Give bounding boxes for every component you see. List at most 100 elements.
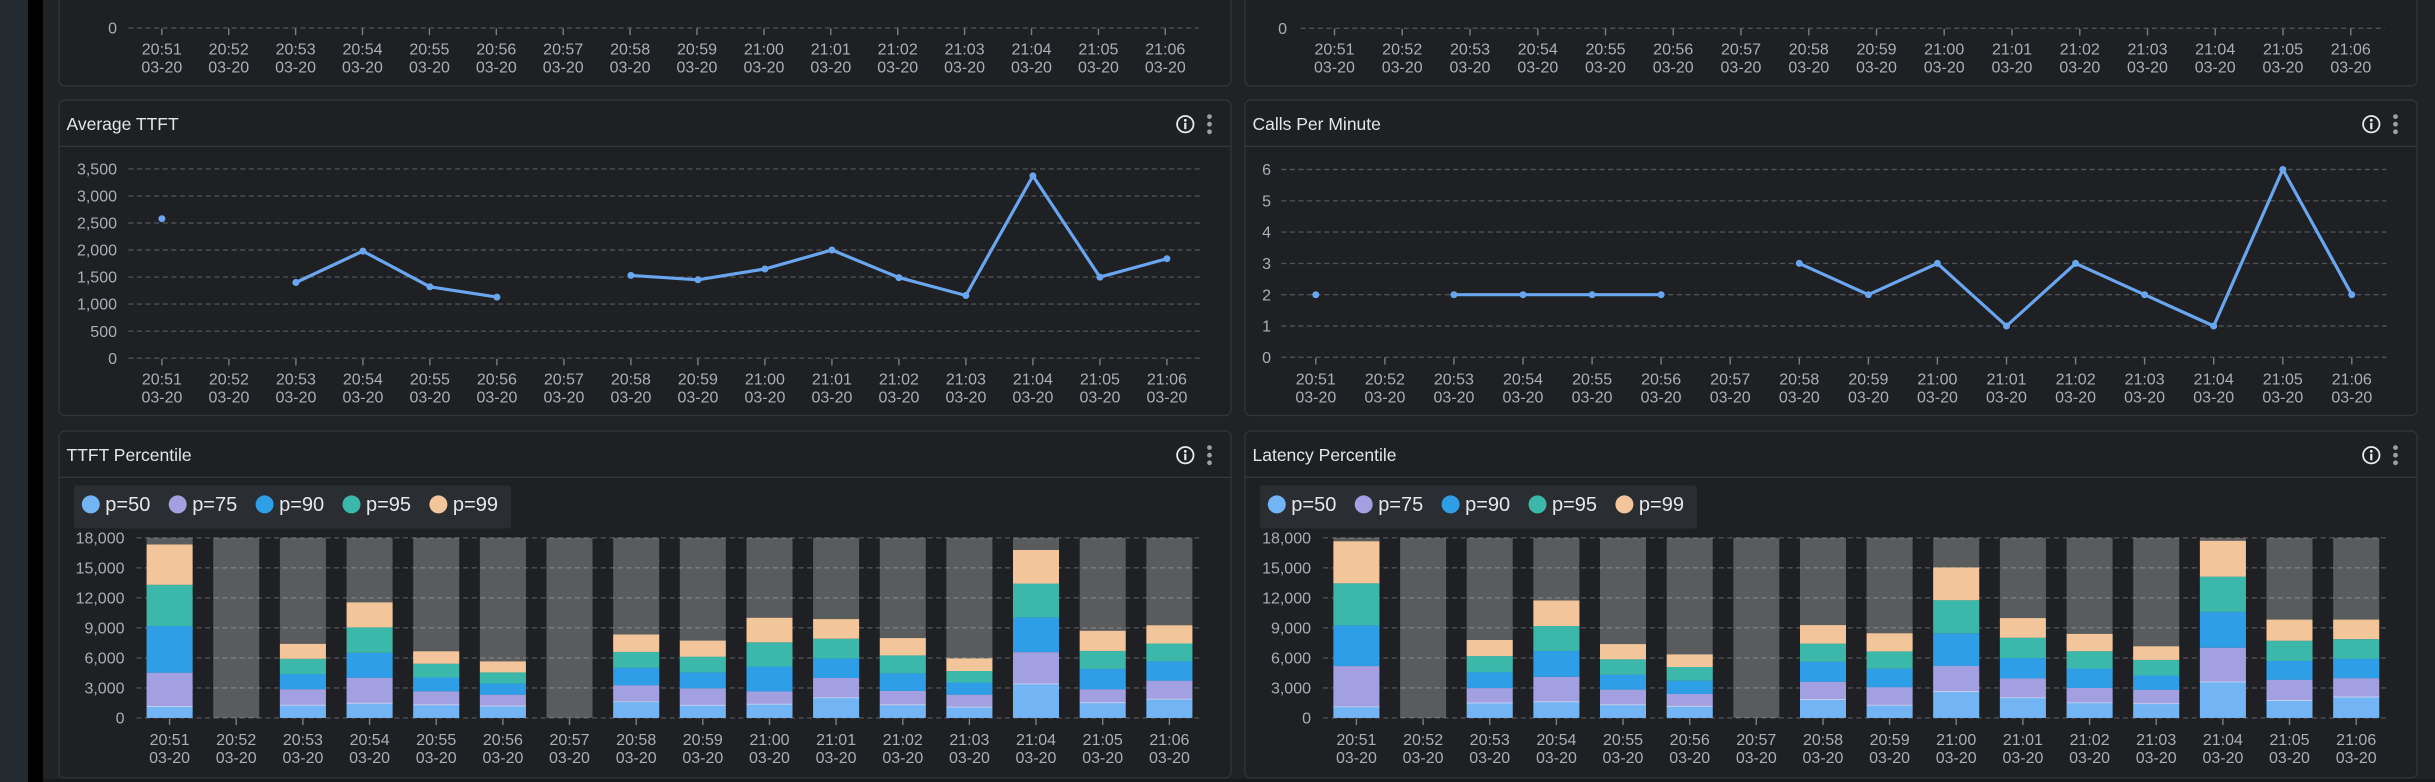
svg-text:1,000: 1,000 [77,297,117,314]
svg-text:21:04: 21:04 [2194,372,2234,389]
svg-text:6: 6 [1262,162,1271,179]
svg-text:Calls Per Minute: Calls Per Minute [1253,114,1381,134]
svg-text:03-20: 03-20 [1856,59,1897,76]
svg-text:20:52: 20:52 [1365,372,1405,389]
svg-text:p=75: p=75 [1378,494,1423,516]
svg-text:03-20: 03-20 [1721,59,1762,76]
svg-text:03-20: 03-20 [1016,750,1057,767]
svg-text:20:56: 20:56 [477,372,517,389]
svg-text:20:54: 20:54 [342,41,382,58]
svg-text:20:51: 20:51 [1336,732,1376,749]
svg-text:20:52: 20:52 [1403,732,1443,749]
svg-text:03-20: 03-20 [944,59,985,76]
svg-text:03-20: 03-20 [549,750,590,767]
svg-text:03-20: 03-20 [1653,59,1694,76]
svg-text:18,000: 18,000 [1262,530,1311,547]
svg-text:03-20: 03-20 [1382,59,1423,76]
svg-text:03-20: 03-20 [2002,750,2043,767]
svg-text:TTFT Percentile: TTFT Percentile [67,445,192,465]
svg-text:p=50: p=50 [1291,494,1336,516]
svg-text:0: 0 [1262,350,1271,367]
svg-text:03-20: 03-20 [208,390,249,407]
svg-text:03-20: 03-20 [216,750,257,767]
svg-text:21:04: 21:04 [1016,732,1056,749]
svg-text:12,000: 12,000 [1262,590,1311,607]
svg-text:20:59: 20:59 [678,372,718,389]
svg-text:03-20: 03-20 [677,59,718,76]
svg-text:9,000: 9,000 [84,620,124,637]
svg-text:20:56: 20:56 [1653,41,1693,58]
svg-text:21:05: 21:05 [1080,372,1120,389]
svg-text:03-20: 03-20 [1295,390,1336,407]
svg-text:0: 0 [1302,711,1311,728]
svg-text:03-20: 03-20 [2195,59,2236,76]
svg-text:21:03: 21:03 [949,732,989,749]
svg-text:03-20: 03-20 [1450,59,1491,76]
svg-text:03-20: 03-20 [811,390,852,407]
svg-text:21:03: 21:03 [2127,41,2167,58]
svg-text:20:57: 20:57 [549,732,589,749]
svg-text:21:02: 21:02 [2056,372,2096,389]
svg-text:03-20: 03-20 [416,750,457,767]
svg-text:03-20: 03-20 [1145,59,1186,76]
svg-text:20:53: 20:53 [1434,372,1474,389]
svg-text:21:03: 21:03 [2136,732,2176,749]
svg-text:20:58: 20:58 [1803,732,1843,749]
svg-text:03-20: 03-20 [1788,59,1829,76]
svg-text:03-20: 03-20 [1803,750,1844,767]
svg-text:3,000: 3,000 [84,681,124,698]
svg-text:03-20: 03-20 [682,750,723,767]
svg-text:p=99: p=99 [1639,494,1684,516]
svg-text:03-20: 03-20 [2331,390,2372,407]
svg-text:2,500: 2,500 [77,216,117,233]
svg-text:03-20: 03-20 [1936,750,1977,767]
svg-text:p=90: p=90 [279,494,324,516]
svg-text:20:52: 20:52 [216,732,256,749]
svg-text:20:57: 20:57 [1721,41,1761,58]
svg-text:03-20: 03-20 [482,750,523,767]
svg-text:20:51: 20:51 [142,41,182,58]
svg-text:03-20: 03-20 [1669,750,1710,767]
svg-text:03-20: 03-20 [616,750,657,767]
svg-text:03-20: 03-20 [1779,390,1820,407]
svg-text:20:56: 20:56 [1641,372,1681,389]
svg-text:21:00: 21:00 [1936,732,1976,749]
svg-text:03-20: 03-20 [2193,390,2234,407]
svg-text:21:01: 21:01 [811,41,851,58]
svg-text:5: 5 [1262,193,1271,210]
svg-text:20:56: 20:56 [483,732,523,749]
svg-text:03-20: 03-20 [1869,750,1910,767]
svg-text:20:58: 20:58 [611,372,651,389]
svg-text:03-20: 03-20 [749,750,790,767]
svg-text:03-20: 03-20 [2330,59,2371,76]
svg-text:03-20: 03-20 [2136,750,2177,767]
svg-text:2: 2 [1262,287,1271,304]
svg-text:20:51: 20:51 [1296,372,1336,389]
svg-text:20:55: 20:55 [409,41,449,58]
svg-text:03-20: 03-20 [476,59,517,76]
svg-text:p=95: p=95 [1552,494,1597,516]
svg-text:03-20: 03-20 [1149,750,1190,767]
svg-text:03-20: 03-20 [282,750,323,767]
svg-text:3,000: 3,000 [1271,681,1311,698]
svg-text:20:54: 20:54 [350,732,390,749]
svg-text:21:06: 21:06 [2336,732,2376,749]
svg-text:1,500: 1,500 [77,270,117,287]
svg-text:03-20: 03-20 [744,390,785,407]
svg-text:03-20: 03-20 [1146,390,1187,407]
svg-text:21:00: 21:00 [745,372,785,389]
svg-text:21:03: 21:03 [2125,372,2165,389]
svg-text:03-20: 03-20 [2202,750,2243,767]
svg-text:20:55: 20:55 [1603,732,1643,749]
svg-text:0: 0 [1278,21,1287,38]
svg-text:03-20: 03-20 [2127,59,2168,76]
svg-text:6,000: 6,000 [1271,651,1311,668]
svg-text:03-20: 03-20 [1078,59,1119,76]
svg-text:03-20: 03-20 [275,59,316,76]
svg-text:21:00: 21:00 [1917,372,1957,389]
svg-text:21:06: 21:06 [2332,372,2372,389]
svg-text:03-20: 03-20 [1992,59,2033,76]
svg-text:20:51: 20:51 [150,732,190,749]
svg-text:1: 1 [1262,319,1271,336]
svg-text:21:00: 21:00 [749,732,789,749]
